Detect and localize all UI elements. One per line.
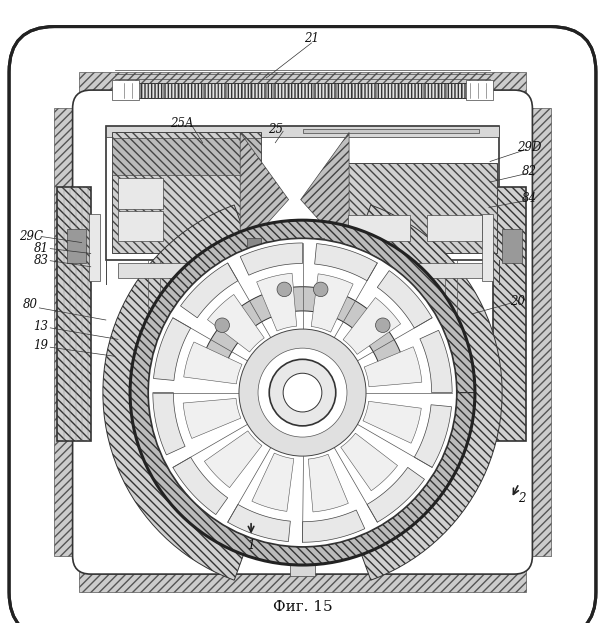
Polygon shape: [302, 510, 365, 542]
Text: 83: 83: [34, 254, 48, 268]
Polygon shape: [183, 399, 241, 438]
Bar: [118, 83, 487, 98]
Text: 84: 84: [522, 193, 537, 205]
Bar: [247, 238, 261, 253]
Text: 20: 20: [510, 295, 525, 308]
Bar: [112, 138, 261, 175]
Polygon shape: [153, 392, 185, 455]
Circle shape: [313, 282, 328, 296]
FancyBboxPatch shape: [9, 27, 596, 637]
Circle shape: [215, 318, 229, 333]
Circle shape: [148, 238, 457, 547]
Bar: [511, 108, 551, 556]
Circle shape: [258, 348, 347, 437]
Polygon shape: [311, 274, 353, 332]
Text: 19: 19: [34, 339, 48, 352]
Polygon shape: [414, 404, 451, 467]
Text: 81: 81: [34, 242, 48, 255]
Circle shape: [277, 282, 292, 296]
Polygon shape: [363, 401, 421, 444]
Bar: [54, 108, 94, 556]
Bar: [112, 81, 139, 100]
Circle shape: [283, 373, 322, 412]
Polygon shape: [341, 433, 397, 491]
Polygon shape: [204, 431, 262, 488]
Bar: [427, 215, 482, 241]
Bar: [106, 126, 499, 259]
Circle shape: [239, 329, 366, 456]
Bar: [79, 72, 526, 105]
Bar: [466, 81, 493, 100]
Polygon shape: [343, 298, 401, 355]
Bar: [67, 229, 86, 262]
Polygon shape: [154, 318, 191, 380]
Text: 2: 2: [518, 492, 525, 505]
Bar: [57, 187, 91, 441]
Bar: [106, 126, 499, 138]
Text: 80: 80: [23, 298, 38, 312]
Circle shape: [269, 359, 336, 426]
Text: 13: 13: [34, 319, 48, 333]
Text: 29C: 29C: [19, 230, 44, 243]
Polygon shape: [257, 273, 296, 331]
FancyBboxPatch shape: [73, 90, 532, 574]
Polygon shape: [180, 263, 238, 318]
Bar: [118, 179, 163, 209]
Polygon shape: [240, 132, 289, 253]
Bar: [482, 214, 493, 281]
Polygon shape: [364, 347, 422, 387]
Polygon shape: [301, 132, 349, 253]
Bar: [493, 187, 526, 441]
Polygon shape: [420, 330, 452, 392]
Polygon shape: [130, 220, 475, 565]
Text: 29D: 29D: [517, 141, 541, 154]
Circle shape: [376, 318, 390, 333]
Polygon shape: [315, 244, 378, 281]
Polygon shape: [227, 504, 290, 541]
Polygon shape: [184, 342, 242, 384]
Text: 21: 21: [304, 32, 319, 45]
Polygon shape: [358, 205, 502, 580]
Text: 25A: 25A: [170, 117, 193, 130]
Bar: [302, 129, 479, 133]
Bar: [290, 564, 315, 576]
Bar: [502, 229, 522, 262]
Polygon shape: [252, 453, 294, 511]
Text: 1: 1: [247, 539, 255, 552]
Bar: [89, 214, 100, 281]
Text: 82: 82: [522, 165, 537, 179]
Text: Фиг. 15: Фиг. 15: [273, 600, 332, 614]
Bar: [118, 262, 487, 278]
Polygon shape: [173, 457, 227, 515]
Bar: [348, 215, 410, 241]
Polygon shape: [103, 205, 247, 580]
Polygon shape: [309, 454, 348, 512]
Polygon shape: [240, 243, 302, 275]
Text: 25: 25: [268, 123, 283, 136]
Polygon shape: [367, 467, 425, 522]
Bar: [79, 559, 526, 592]
Polygon shape: [208, 294, 264, 352]
Polygon shape: [200, 287, 405, 371]
Bar: [310, 238, 324, 253]
Polygon shape: [378, 271, 432, 328]
Bar: [112, 132, 261, 253]
Bar: [118, 211, 163, 241]
Bar: [342, 163, 497, 253]
